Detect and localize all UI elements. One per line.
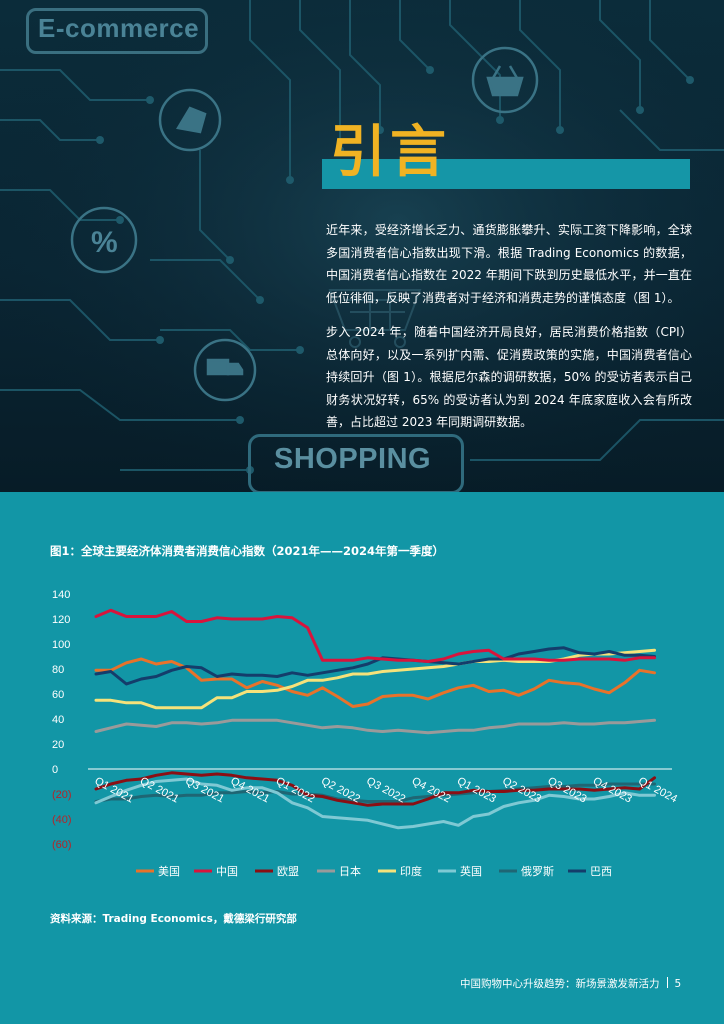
ecommerce-label: E-commerce bbox=[38, 13, 200, 43]
legend-label: 巴西 bbox=[590, 865, 612, 878]
ecommerce-badge bbox=[26, 8, 208, 54]
legend-label: 俄罗斯 bbox=[521, 865, 554, 878]
x-tick-label: Q1 2024 bbox=[636, 775, 679, 805]
svg-text:%: % bbox=[91, 226, 118, 259]
y-tick-label: 60 bbox=[52, 689, 64, 701]
shopping-label: SHOPPING bbox=[274, 443, 432, 475]
shopping-cart-icon bbox=[328, 289, 422, 348]
legend: 美国 中国 欧盟 日本 印度 英国 俄罗斯 巴西 bbox=[136, 864, 612, 878]
legend-label: 中国 bbox=[216, 865, 238, 878]
y-tick-label: 80 bbox=[52, 664, 64, 676]
page-title: 引言 bbox=[330, 120, 450, 185]
circuit-background: % bbox=[0, 0, 724, 492]
legend-label: 英国 bbox=[460, 864, 482, 878]
title-accent-bar bbox=[322, 159, 690, 189]
legend-label: 印度 bbox=[400, 864, 422, 878]
y-tick-label: (40) bbox=[52, 814, 72, 826]
series-line-2 bbox=[94, 771, 656, 807]
intro-paragraph-2: 步入 2024 年，随着中国经济开局良好，居民消费价格指数（CPI）总体向好，以… bbox=[326, 325, 692, 429]
y-tick-label: (60) bbox=[52, 839, 72, 851]
y-tick-label: 140 bbox=[52, 589, 70, 601]
y-axis-ticks: 140 120 100 80 60 40 20 0 (20) (40) (60) bbox=[52, 589, 72, 851]
series-line-5 bbox=[94, 777, 656, 830]
y-tick-label: 40 bbox=[52, 714, 64, 726]
y-tick-label: 120 bbox=[52, 614, 70, 626]
series-line-6 bbox=[94, 782, 656, 803]
footer-text: 中国购物中心升级趋势：新场景激发新活力 bbox=[460, 978, 660, 990]
series-line-1 bbox=[94, 608, 656, 663]
x-tick-label: Q1 2022 bbox=[274, 775, 317, 805]
percent-icon bbox=[70, 206, 138, 274]
shopping-badge bbox=[248, 434, 464, 492]
delivery-truck-icon bbox=[193, 338, 257, 402]
legend-label: 美国 bbox=[158, 865, 180, 878]
legend-label: 欧盟 bbox=[277, 865, 299, 878]
page-number: 5 bbox=[674, 978, 682, 990]
footer-separator bbox=[666, 977, 668, 988]
hero-banner: % E-commerce SHOPPING bbox=[0, 0, 724, 492]
series-line-3 bbox=[94, 718, 656, 735]
series-lines bbox=[94, 608, 656, 830]
x-tick-label: Q4 2022 bbox=[410, 775, 453, 805]
series-line-7 bbox=[94, 646, 656, 686]
legend-label: 日本 bbox=[339, 864, 361, 878]
price-tag-icon bbox=[158, 88, 222, 152]
shopping-basket-icon bbox=[471, 46, 539, 114]
y-tick-label: 0 bbox=[52, 764, 58, 776]
y-tick-label: (20) bbox=[52, 789, 72, 801]
page-footer: 中国购物中心升级趋势：新场景激发新活力 5 bbox=[460, 976, 681, 991]
y-tick-label: 100 bbox=[52, 639, 70, 651]
y-tick-label: 20 bbox=[52, 739, 64, 751]
data-source-note: 资料来源：Trading Economics，戴德梁行研究部 bbox=[50, 913, 297, 925]
chart-title: 图1：全球主要经济体消费者消费信心指数（2021年——2024年第一季度） bbox=[50, 544, 445, 558]
x-tick-label: Q3 2021 bbox=[183, 775, 226, 805]
intro-paragraph-1: 近年来，受经济增长乏力、通货膨胀攀升、实际工资下降影响，全球多国消费者信心指数出… bbox=[326, 223, 692, 305]
series-line-0 bbox=[94, 657, 656, 708]
